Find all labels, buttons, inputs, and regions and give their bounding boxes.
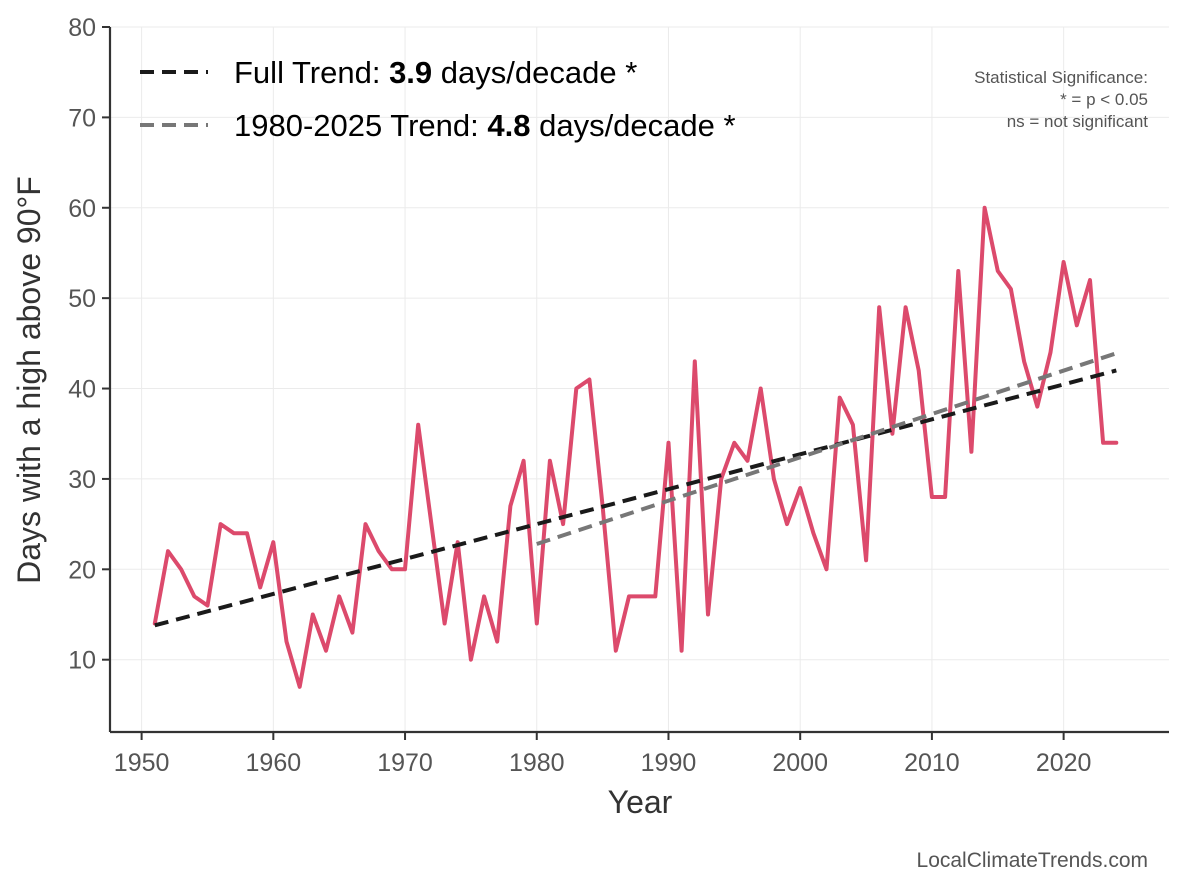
x-tick-label: 1990	[641, 749, 697, 777]
x-tick-label: 2000	[772, 749, 828, 777]
data-layer	[152, 205, 1119, 689]
legend-prefix: 1980-2025 Trend:	[234, 108, 487, 143]
legend-suffix: days/decade *	[530, 108, 735, 143]
x-tick-label: 2010	[904, 749, 960, 777]
y-tick-label: 80	[68, 14, 96, 42]
significance-note: Statistical Significance: * = p < 0.05 n…	[974, 68, 1148, 131]
y-tick-label: 60	[68, 195, 96, 223]
legend-value: 3.9	[389, 55, 432, 90]
x-ticks: 1950 1960 1970 1980 1990 2000 2010 2020	[114, 732, 1092, 777]
legend: Full Trend: 3.9 days/decade * 1980-2025 …	[140, 55, 736, 143]
legend-label-full-trend: Full Trend: 3.9 days/decade *	[234, 55, 637, 90]
significance-line: ns = not significant	[1007, 112, 1149, 131]
x-tick-label: 1980	[509, 749, 565, 777]
y-tick-label: 10	[68, 647, 96, 675]
y-tick-label: 40	[68, 376, 96, 404]
legend-label-recent-trend: 1980-2025 Trend: 4.8 days/decade *	[234, 108, 736, 143]
x-tick-label: 1950	[114, 749, 170, 777]
y-tick-label: 30	[68, 466, 96, 494]
x-tick-label: 1970	[377, 749, 433, 777]
y-tick-label: 20	[68, 556, 96, 584]
credit-text: LocalClimateTrends.com	[917, 849, 1148, 872]
y-axis-title: Days with a high above 90°F	[11, 176, 47, 584]
x-axis-title: Year	[608, 784, 673, 820]
data-series-line	[152, 205, 1119, 689]
grid	[110, 26, 1169, 732]
full-trend-line	[154, 368, 1117, 628]
y-tick-label: 70	[68, 104, 96, 132]
x-tick-label: 2020	[1036, 749, 1092, 777]
legend-suffix: days/decade *	[432, 55, 637, 90]
axes	[108, 27, 1169, 734]
legend-value: 4.8	[487, 108, 530, 143]
significance-line: * = p < 0.05	[1060, 90, 1148, 109]
legend-prefix: Full Trend:	[234, 55, 389, 90]
significance-title: Statistical Significance:	[974, 68, 1148, 87]
x-tick-label: 1960	[246, 749, 302, 777]
recent-trend-line	[536, 351, 1117, 546]
y-tick-label: 50	[68, 285, 96, 313]
y-ticks: 10 20 30 40 50 60 70 80	[68, 14, 110, 675]
